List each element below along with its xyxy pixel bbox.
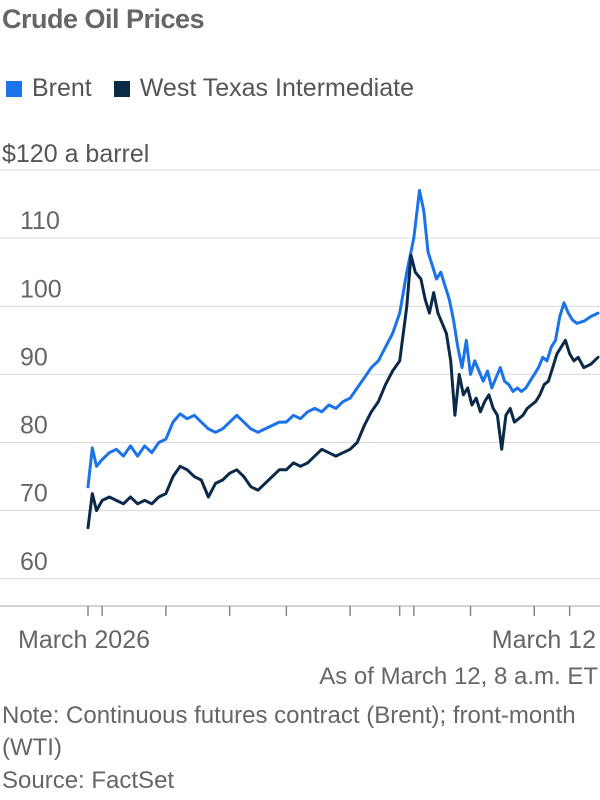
legend-label-brent: Brent <box>32 74 92 102</box>
y-axis-top-value: $120 <box>2 140 58 168</box>
y-axis-unit: a barrel <box>64 140 150 168</box>
legend-label-wti: West Texas Intermediate <box>139 74 414 102</box>
y-tick-label-110: 110 <box>20 207 60 235</box>
legend-item-wti: West Texas Intermediate <box>113 74 414 103</box>
chart-plot: 60 70 80 90 100 110 March 2026 March 12 <box>0 169 600 654</box>
x-tick-label-1: March 12 <box>492 626 596 654</box>
legend: Brent West Texas Intermediate <box>6 74 436 103</box>
footnote: Note: Continuous futures contract (Brent… <box>2 702 576 761</box>
x-tick-label-0: March 2026 <box>18 626 150 654</box>
y-tick-label-90: 90 <box>20 343 48 371</box>
y-tick-label-80: 80 <box>20 412 48 440</box>
y-tick-label-70: 70 <box>20 480 48 508</box>
legend-item-brent: Brent <box>6 74 92 103</box>
chart-title: Crude Oil Prices <box>2 4 205 34</box>
y-tick-label-100: 100 <box>20 275 62 303</box>
legend-swatch-brent <box>6 80 22 97</box>
series-line-wti <box>86 253 600 530</box>
legend-swatch-wti <box>113 80 130 97</box>
source-credit: Source: FactSet <box>2 767 175 794</box>
y-tick-label-60: 60 <box>20 548 48 576</box>
as-of-timestamp: As of March 12, 8 a.m. ET <box>319 663 598 690</box>
y-axis-unit-label: $120 a barrel <box>2 140 149 169</box>
series-line-brent <box>86 188 600 489</box>
